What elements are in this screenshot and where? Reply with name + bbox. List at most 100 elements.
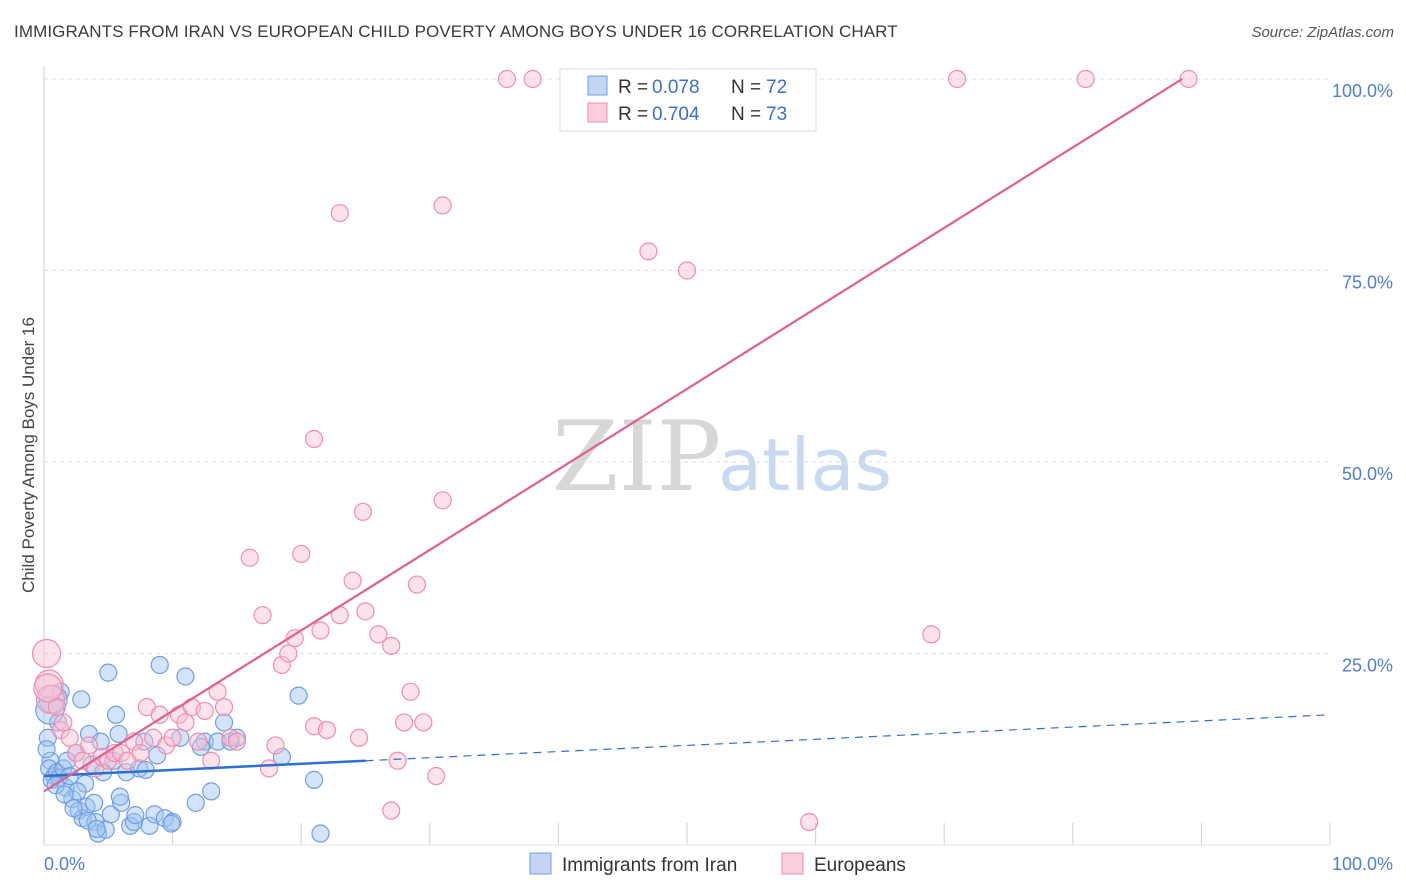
chart-title: IMMIGRANTS FROM IRAN VS EUROPEAN CHILD P… bbox=[14, 22, 898, 41]
europeans-point bbox=[800, 812, 819, 832]
trendlines bbox=[43, 78, 1331, 793]
iran-point bbox=[86, 812, 105, 832]
series-legend: Immigrants from Iran Europeans bbox=[529, 852, 906, 876]
bottom-legend-iran: Immigrants from Iran bbox=[562, 855, 737, 876]
europeans-point bbox=[349, 728, 369, 747]
europeans-point bbox=[382, 801, 401, 820]
europeans-point bbox=[131, 743, 150, 763]
legend-iran-r-label: R = bbox=[618, 77, 648, 98]
iran-point bbox=[106, 705, 126, 724]
europeans-point bbox=[407, 575, 427, 594]
europeans-point bbox=[54, 713, 73, 732]
iran-point bbox=[99, 663, 118, 682]
europeans-point bbox=[285, 629, 304, 648]
europeans-point bbox=[677, 261, 697, 280]
correlation-legend: R = 0.078 N = 72 R = 0.704 N = 73 bbox=[559, 68, 817, 132]
europeans-point bbox=[259, 759, 279, 778]
y-tick-label: 75.0% bbox=[1342, 273, 1393, 293]
iran-point bbox=[202, 782, 221, 801]
legend-iran-n-value: 72 bbox=[766, 77, 787, 98]
legend-swatch-europeans bbox=[587, 102, 608, 123]
bottom-legend-swatch-europeans bbox=[781, 852, 804, 875]
europeans-point bbox=[433, 196, 452, 215]
axes bbox=[43, 66, 1330, 846]
bottom-legend-europeans: Europeans bbox=[814, 855, 906, 876]
legend-swatch-iran bbox=[587, 75, 608, 96]
iran-point bbox=[85, 793, 104, 812]
iran-point bbox=[87, 819, 106, 839]
iran-point bbox=[109, 724, 128, 744]
iran-point bbox=[227, 728, 246, 747]
europeans-point bbox=[304, 429, 324, 449]
y-axis-label: Child Poverty Among Boys Under 16 bbox=[19, 317, 38, 593]
y-tick-label: 100.0% bbox=[1332, 81, 1393, 101]
bottom-legend-swatch-iran bbox=[529, 852, 552, 875]
european-points bbox=[31, 69, 1198, 832]
iran-point bbox=[104, 751, 123, 770]
europeans-point bbox=[292, 544, 311, 564]
legend-eur-n-label: N = bbox=[731, 104, 761, 125]
iran-point bbox=[289, 686, 308, 705]
source-label: Source: ZipAtlas.com bbox=[1251, 24, 1394, 41]
legend-eur-n-value: 73 bbox=[766, 104, 787, 125]
europeans-point bbox=[317, 720, 337, 740]
europeans-point bbox=[214, 698, 234, 717]
iran-point bbox=[145, 805, 164, 824]
europeans-point bbox=[279, 644, 298, 663]
iran-point bbox=[186, 793, 205, 812]
europeans-point bbox=[266, 736, 285, 755]
iran-point bbox=[311, 824, 330, 843]
iran-point bbox=[64, 799, 83, 818]
europeans-point bbox=[31, 638, 62, 669]
iran-point bbox=[72, 690, 91, 709]
iran-point bbox=[110, 787, 129, 806]
legend-iran-n-label: N = bbox=[731, 77, 761, 98]
tick-labels: 25.0% 50.0% 75.0% 100.0% 0.0% 100.0% bbox=[44, 81, 1393, 874]
y-tick-label: 50.0% bbox=[1342, 464, 1393, 484]
europeans-point bbox=[639, 242, 658, 261]
legend-eur-r-value: 0.704 bbox=[652, 104, 700, 125]
europeans-point bbox=[311, 621, 330, 640]
y-tick-label: 25.0% bbox=[1342, 656, 1393, 676]
iran-point bbox=[101, 805, 120, 824]
europeans-point bbox=[369, 625, 388, 644]
iran-point bbox=[126, 806, 145, 825]
iran-point bbox=[124, 812, 144, 832]
europeans-point bbox=[240, 548, 259, 567]
iran-point bbox=[140, 816, 159, 835]
europeans-point bbox=[947, 69, 967, 89]
iran-point bbox=[55, 785, 74, 804]
iran-point bbox=[37, 740, 56, 759]
europeans-point bbox=[1179, 69, 1198, 89]
europeans-point bbox=[427, 766, 446, 786]
iran-point bbox=[91, 732, 110, 751]
europeans-point bbox=[1076, 69, 1095, 89]
europeans-point bbox=[60, 728, 79, 747]
europeans-point bbox=[330, 203, 349, 223]
europeans-point bbox=[401, 682, 420, 701]
iran-trendline-dashed bbox=[365, 714, 1331, 762]
europeans-point bbox=[195, 701, 214, 721]
europeans-point bbox=[227, 732, 246, 751]
europeans-point bbox=[394, 713, 414, 732]
european-trendline bbox=[43, 78, 1183, 793]
watermark-atlas: atlas bbox=[718, 423, 892, 507]
legend-iran-r-value: 0.078 bbox=[652, 77, 700, 98]
iran-point bbox=[162, 814, 181, 833]
europeans-point bbox=[388, 751, 407, 770]
iran-point bbox=[214, 713, 234, 732]
europeans-point bbox=[33, 673, 63, 703]
europeans-point bbox=[922, 625, 941, 644]
europeans-point bbox=[189, 732, 208, 751]
europeans-point bbox=[343, 571, 362, 590]
legend-eur-r-label: R = bbox=[618, 104, 648, 125]
europeans-point bbox=[272, 655, 292, 675]
iran-points bbox=[35, 655, 330, 843]
europeans-point bbox=[79, 736, 99, 755]
europeans-point bbox=[163, 728, 182, 747]
iran-point bbox=[176, 667, 195, 686]
europeans-point bbox=[353, 502, 373, 521]
europeans-point bbox=[414, 713, 433, 732]
iran-point bbox=[150, 655, 169, 675]
